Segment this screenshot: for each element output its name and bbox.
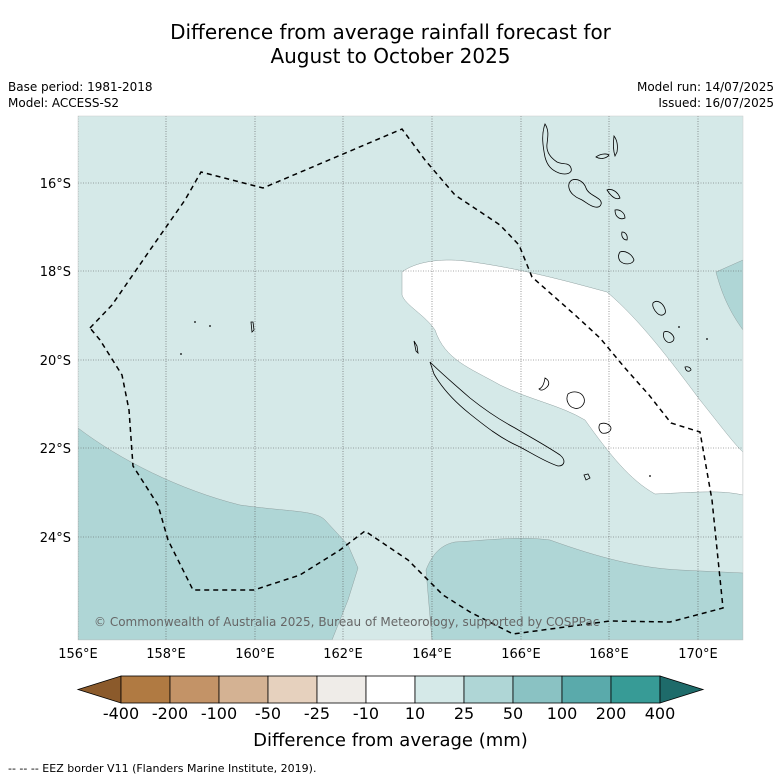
colorbar-swatch (120, 675, 171, 704)
map-frame (77, 115, 744, 641)
belep-island (413, 340, 419, 355)
malakula-island (568, 179, 602, 208)
colorbar-swatch (267, 675, 318, 704)
colorbar-swatch (169, 675, 220, 704)
new-caledonia-island (429, 361, 565, 467)
y-tick-24s: 24°S (40, 531, 71, 546)
copyright-notice: © Commonwealth of Australia 2025, Bureau… (94, 615, 599, 629)
chesterfield-islet (250, 321, 255, 333)
x-tick-168e: 168°E (589, 647, 629, 662)
colorbar-tick-label: -400 (102, 704, 140, 723)
colorbar-tick-label: -10 (352, 704, 380, 723)
model-run: Model run: 14/07/2025 (636, 80, 774, 94)
colorbar-swatch (316, 675, 367, 704)
band-25-50-southwest (78, 427, 359, 640)
x-tick-162e: 162°E (323, 647, 363, 662)
isle-of-pines (583, 473, 591, 481)
islet-dot-2 (209, 325, 211, 327)
graticule (78, 116, 743, 640)
colorbar-extend-low (76, 675, 122, 704)
small-island-2 (684, 366, 692, 372)
issued-date: Issued: 16/07/2025 (658, 96, 774, 110)
y-tick-18s: 18°S (40, 265, 71, 280)
x-tick-156e: 156°E (58, 647, 98, 662)
colorbar-swatch (610, 675, 661, 704)
tanna-island (618, 251, 635, 265)
colorbar-swatch (218, 675, 269, 704)
eez-border (88, 128, 724, 635)
map-area: © Commonwealth of Australia 2025, Bureau… (78, 116, 743, 640)
x-tick-170e: 170°E (678, 647, 718, 662)
islet-dot-4 (678, 326, 680, 328)
model-name: Model: ACCESS-S2 (8, 96, 120, 110)
colorbar-tick-label: 10 (404, 704, 426, 723)
x-tick-164e: 164°E (412, 647, 452, 662)
erromango-island (621, 231, 628, 241)
colorbar-swatch (512, 675, 563, 704)
eez-footnote: -- -- -- EEZ border V11 (Flanders Marine… (8, 762, 317, 775)
lifou-island (566, 391, 585, 409)
y-tick-20s: 20°S (40, 354, 71, 369)
colorbar-swatch (463, 675, 514, 704)
y-tick-22s: 22°S (40, 442, 71, 457)
colorbar-tick-label: -200 (151, 704, 189, 723)
title-line-2: August to October 2025 (270, 44, 511, 68)
colorbar (76, 675, 705, 704)
matthew-island (652, 301, 666, 316)
colorbar-tick-label: 25 (453, 704, 475, 723)
title-line-1: Difference from average rainfall forecas… (170, 20, 611, 44)
band-neutral (401, 259, 743, 496)
x-tick-166e: 166°E (501, 647, 541, 662)
colorbar-swatch (561, 675, 612, 704)
islet-dot-5 (706, 338, 708, 340)
colorbar-swatch (414, 675, 465, 704)
epi-island (606, 189, 621, 200)
islet-dot-3 (180, 353, 182, 355)
map-title: Difference from average rainfall forecas… (0, 20, 781, 68)
colorbar-swatch (365, 675, 416, 704)
pentecost-island (612, 134, 618, 158)
colorbar-tick-label: -100 (200, 704, 238, 723)
efate-island (614, 209, 626, 220)
colorbar-tick-label: 50 (502, 704, 524, 723)
x-axis-labels: 156°E 158°E 160°E 162°E 164°E 166°E 168°… (58, 647, 718, 662)
colorbar-tick-label: -25 (303, 704, 331, 723)
colorbar-tick-label: 200 (595, 704, 627, 723)
colorbar-tick-label: -50 (254, 704, 282, 723)
base-period: Base period: 1981-2018 (8, 80, 153, 94)
band-25-50-east (715, 259, 743, 331)
meta-right: Model run: 14/07/2025 Issued: 16/07/2025 (637, 79, 774, 111)
colorbar-tick-label: 100 (546, 704, 578, 723)
espiritu-santo-island (542, 123, 572, 175)
ambae-island (595, 153, 610, 159)
mare-island (598, 422, 612, 434)
islet-dot-6 (649, 475, 651, 477)
colorbar-tick-label: 400 (644, 704, 676, 723)
band-25-50-southeast (425, 538, 743, 640)
x-tick-158e: 158°E (146, 647, 186, 662)
ouvea-island (538, 377, 550, 391)
colorbar-extend-high (659, 675, 705, 704)
islet-dot-1 (194, 321, 196, 323)
colorbar-title: Difference from average (mm) (253, 730, 528, 751)
small-island-1 (663, 331, 675, 343)
x-tick-160e: 160°E (235, 647, 275, 662)
y-axis-labels: 16°S 18°S 20°S 22°S 24°S (40, 177, 71, 546)
y-tick-16s: 16°S (40, 177, 71, 192)
meta-left: Base period: 1981-2018 Model: ACCESS-S2 (8, 79, 153, 111)
